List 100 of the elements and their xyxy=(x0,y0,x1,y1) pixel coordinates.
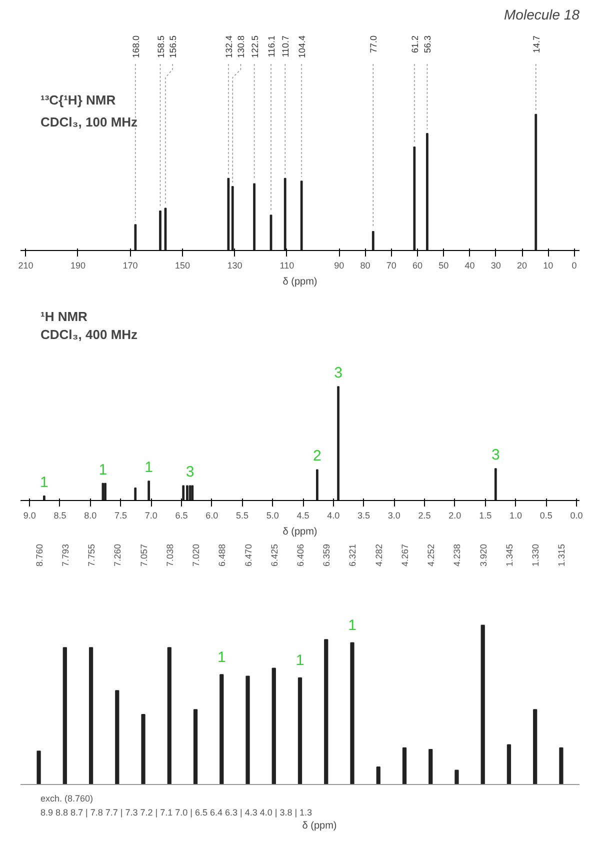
x-tick-label: 1.345 xyxy=(504,544,514,566)
x-tick-label: 20 xyxy=(517,260,528,270)
bar xyxy=(376,766,380,786)
text: Molecule 18 xyxy=(504,6,580,23)
x-tick-label: 4.282 xyxy=(374,544,384,566)
x-tick-label: 1.0 xyxy=(509,510,522,520)
x-tick-label: 4.0 xyxy=(327,510,340,520)
x-tick-label: 8.0 xyxy=(84,510,97,520)
bar xyxy=(559,747,564,786)
annotation: 1 xyxy=(144,459,153,476)
x-tick-label: 90 xyxy=(334,260,344,270)
x-tick-label: 10 xyxy=(543,260,554,270)
text: 8.9 8.8 8.7 | 7.8 7.7 | 7.3 7.2 | 7.1 7.0 | 6.5 6.4 6.3 | 4.3 4.0 | 3.8 | 1.3 xyxy=(40,808,312,818)
chart-subtitle: CDCl₃, 100 MHz xyxy=(40,114,138,130)
x-tick-label: 7.038 xyxy=(164,544,175,566)
annotation: 156.5 xyxy=(168,35,178,58)
x-axis-title: δ (ppm) xyxy=(282,526,318,538)
chart-subtitle: CDCl₃, 400 MHz xyxy=(40,327,138,342)
annotation: 122.5 xyxy=(250,35,260,58)
annotation: 3 xyxy=(491,446,500,464)
x-tick-label: 60 xyxy=(412,260,423,270)
bar xyxy=(193,709,198,786)
x-tick-label: 7.0 xyxy=(144,510,158,520)
annotation: 116.1 xyxy=(266,35,277,58)
x-tick-label: 5.0 xyxy=(266,510,279,520)
x-tick-label: 8.760 xyxy=(34,544,44,566)
x-tick-label: 1.330 xyxy=(530,544,541,566)
x-tick-label: 2.0 xyxy=(448,510,462,520)
x-tick-label: 2.5 xyxy=(418,510,431,520)
x-tick-label: 6.321 xyxy=(348,544,358,566)
x-tick-label: 110 xyxy=(280,260,294,270)
x-tick-label: 6.0 xyxy=(206,510,218,520)
bar xyxy=(272,668,276,786)
x-tick-label: 3.5 xyxy=(358,510,370,520)
x-tick-label: 7.793 xyxy=(60,544,70,566)
bar xyxy=(350,642,354,786)
bar xyxy=(298,677,302,786)
x-tick-label: 8.5 xyxy=(54,510,66,520)
x-tick-label: 0 xyxy=(572,260,577,270)
annotation: 1 xyxy=(217,648,226,666)
x-tick-label: 4.252 xyxy=(426,544,436,566)
x-axis-title: δ (ppm) xyxy=(282,276,318,288)
text: exch. (8.760) xyxy=(40,794,94,804)
x-tick-label: 6.359 xyxy=(322,544,332,566)
x-tick-label: 6.5 xyxy=(175,510,188,520)
annotation: 3 xyxy=(334,364,342,382)
bar xyxy=(62,647,67,786)
x-tick-label: 130 xyxy=(227,260,242,270)
x-tick-label: 7.5 xyxy=(114,510,128,520)
x-tick-label: 190 xyxy=(70,260,86,270)
annotation: 77.0 xyxy=(368,35,379,53)
x-tick-label: 4.5 xyxy=(296,510,310,520)
x-tick-label: 70 xyxy=(386,260,396,270)
x-tick-label: 0.0 xyxy=(570,510,583,520)
annotation: 132.4 xyxy=(224,35,234,58)
x-tick-label: 7.057 xyxy=(138,544,149,566)
annotation: 1 xyxy=(40,474,48,491)
x-tick-label: 7.755 xyxy=(86,544,97,566)
x-tick-label: 5.5 xyxy=(236,510,249,520)
x-tick-label: 40 xyxy=(464,260,475,270)
x-tick-label: 4.267 xyxy=(400,544,410,566)
annotation: 56.3 xyxy=(422,35,433,53)
x-tick-label: 80 xyxy=(360,260,370,270)
annotation: 61.2 xyxy=(410,35,420,53)
annotation: 14.7 xyxy=(531,35,542,53)
x-tick-label: 3.920 xyxy=(478,544,488,566)
chart-title: ¹H NMR xyxy=(40,308,88,324)
bar xyxy=(324,639,328,786)
bar xyxy=(402,747,407,786)
bar xyxy=(246,676,250,786)
annotation: 1 xyxy=(348,617,356,634)
bar xyxy=(533,709,538,786)
annotation: 158.5 xyxy=(156,35,166,58)
x-tick-label: 6.425 xyxy=(269,544,280,566)
x-tick-label: 7.260 xyxy=(112,544,123,566)
x-tick-label: 1.5 xyxy=(479,510,492,520)
bar xyxy=(167,647,172,786)
annotation: 1 xyxy=(98,461,108,478)
x-tick-label: 0.5 xyxy=(540,510,552,520)
x-tick-label: 170 xyxy=(122,260,138,270)
bar xyxy=(428,749,433,786)
x-tick-label: 6.406 xyxy=(296,544,306,566)
x-axis-title: δ (ppm) xyxy=(302,820,337,832)
x-tick-label: 6.470 xyxy=(243,544,254,566)
annotation: 168.0 xyxy=(130,35,141,58)
bar xyxy=(36,750,41,786)
x-tick-label: 6.488 xyxy=(217,544,228,566)
x-tick-label: 150 xyxy=(174,260,190,270)
bar xyxy=(220,674,224,786)
x-tick-label: 4.238 xyxy=(452,544,462,566)
x-tick-label: 1.315 xyxy=(556,544,567,566)
x-tick-label: 30 xyxy=(490,260,501,270)
bar xyxy=(506,744,512,786)
x-tick-label: 3.0 xyxy=(388,510,400,520)
annotation: 130.8 xyxy=(236,35,246,58)
annotation: 104.4 xyxy=(297,35,308,58)
x-tick-label: 9.0 xyxy=(23,510,36,520)
x-tick-label: 210 xyxy=(18,260,34,270)
bar xyxy=(454,770,459,786)
bar xyxy=(88,647,94,786)
